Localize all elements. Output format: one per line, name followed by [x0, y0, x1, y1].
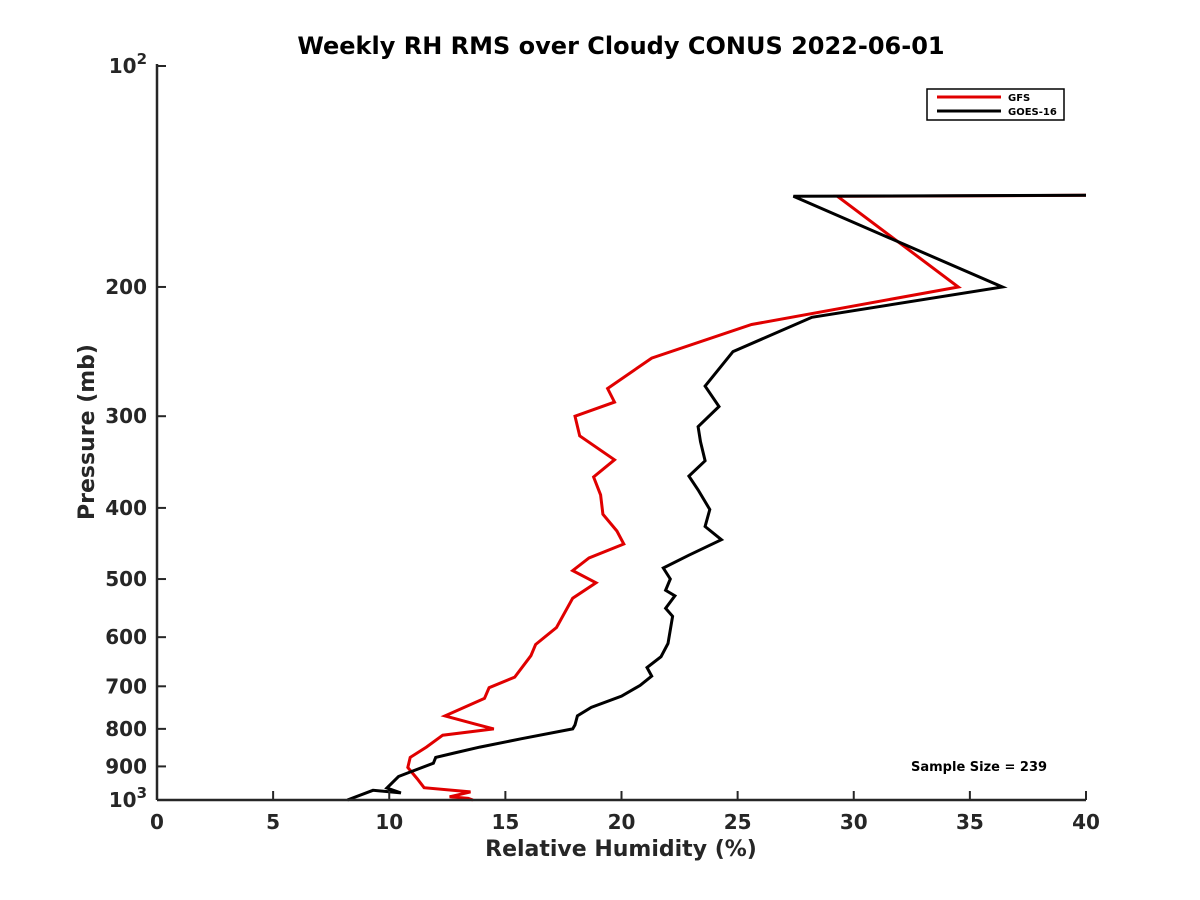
x-tick-label: 20: [608, 810, 636, 834]
legend-box: [926, 88, 1065, 121]
x-tick-label: 10: [375, 810, 403, 834]
y-tick-label: 700: [105, 674, 147, 698]
x-tick-label: 0: [150, 810, 164, 834]
y-axis-title: Pressure (mb): [75, 344, 100, 520]
sample-size-annotation: Sample Size = 239: [911, 760, 1047, 775]
series-group: [346, 193, 1087, 802]
y-tick-label: 600: [105, 625, 147, 649]
y-ticks: 102 200 300 400 500 600 700 800 900 103: [105, 50, 166, 812]
legend: GFS GOES-16: [926, 88, 1065, 121]
x-tick-label: 25: [724, 810, 752, 834]
y-tick-label: 400: [105, 496, 147, 520]
legend-label-goes-16: GOES-16: [1008, 107, 1057, 118]
y-tick-label: 300: [105, 404, 147, 428]
x-tick-label: 30: [840, 810, 868, 834]
y-tick-label: 103: [109, 784, 147, 812]
series-line-gfs: [406, 193, 1087, 802]
legend-label-gfs: GFS: [1008, 93, 1030, 104]
x-tick-label: 40: [1072, 810, 1100, 834]
y-tick-label: 102: [109, 50, 147, 78]
chart-title: Weekly RH RMS over Cloudy CONUS 2022-06-…: [297, 32, 944, 60]
x-tick-label: 15: [491, 810, 519, 834]
x-tick-label: 35: [956, 810, 984, 834]
x-axis-title: Relative Humidity (%): [485, 837, 757, 862]
series-line-goes-16: [346, 193, 1087, 802]
y-tick-label: 200: [105, 275, 147, 299]
y-tick-label: 900: [105, 754, 147, 778]
y-tick-label: 800: [105, 717, 147, 741]
x-tick-label: 5: [266, 810, 280, 834]
y-tick-label: 500: [105, 567, 147, 591]
x-ticks: 0 5 10 15 20 25 30 35 40: [150, 791, 1100, 834]
